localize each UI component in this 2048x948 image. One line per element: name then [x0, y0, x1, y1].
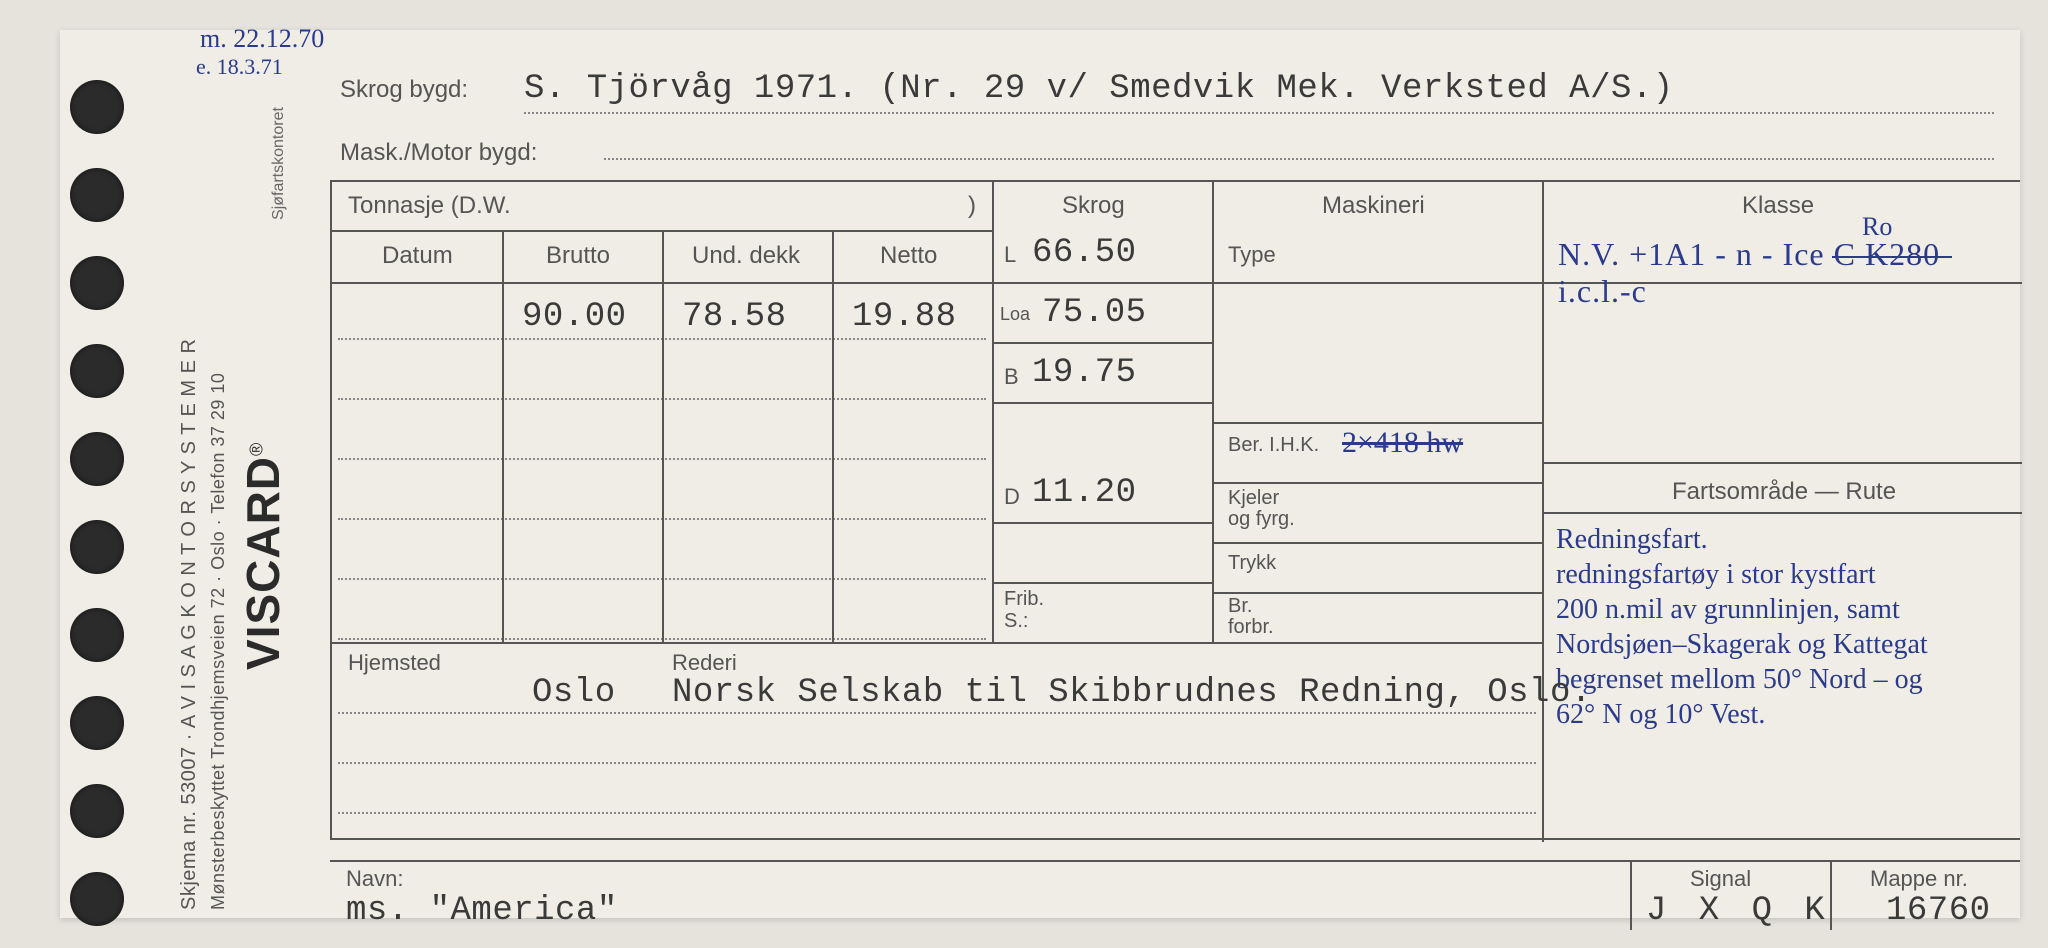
table-frame: Tonnasje (D.W. ) Skrog Maskineri Klasse … [330, 180, 2020, 840]
label-skrog-bygd: Skrog bygd: [340, 76, 520, 104]
hole-icon [70, 696, 124, 750]
row-skrog-bygd: Skrog bygd: S. Tjörvåg 1971. (Nr. 29 v/ … [340, 70, 1994, 114]
label-L: L [1004, 242, 1016, 268]
side-print-line2: Mønsterbeskyttet Trondhjemsveien 72 · Os… [208, 140, 268, 910]
handwritten-date-2: e. 18.3.71 [196, 54, 283, 80]
value-hjemsted: Oslo [532, 674, 616, 712]
header-tonnasje: Tonnasje (D.W. [348, 192, 511, 220]
header-tonnasje-close: ) [968, 192, 976, 220]
side-print-right: Sjøfartskontoret [270, 107, 288, 220]
header-klasse: Klasse [1742, 192, 1814, 220]
hole-icon [70, 344, 124, 398]
value-ber-ihk: 2×418 hw [1342, 426, 1463, 460]
value-klasse: N.V. +1A1 - n - Ice C K280 i.c.l.-c [1558, 236, 2020, 310]
hole-icon [70, 520, 124, 574]
label-ber-ihk: Ber. I.H.K. [1228, 434, 1319, 457]
label-motor-bygd: Mask./Motor bygd: [340, 139, 600, 167]
label-trykk: Trykk [1228, 552, 1276, 575]
hole-icon [70, 168, 124, 222]
content-area: m. 22.12.70 e. 18.3.71 Skrog bygd: S. Tj… [320, 30, 2020, 918]
header-und-dekk: Und. dekk [692, 242, 800, 270]
header-maskineri: Maskineri [1322, 192, 1425, 220]
value-B: 19.75 [1032, 354, 1137, 392]
value-signal: J X Q K [1646, 892, 1831, 930]
hole-icon [70, 608, 124, 662]
value-skrog-bygd: S. Tjörvåg 1971. (Nr. 29 v/ Smedvik Mek.… [524, 70, 1994, 114]
hole-icon [70, 432, 124, 486]
hole-icon [70, 256, 124, 310]
label-signal: Signal [1690, 866, 1751, 892]
label-D: D [1004, 484, 1020, 510]
header-skrog: Skrog [1062, 192, 1125, 220]
handwritten-date-1: m. 22.12.70 [200, 24, 324, 54]
bottom-strip: Navn: ms. "America" Signal J X Q K Mappe… [330, 860, 2020, 930]
value-netto: 19.88 [852, 298, 957, 336]
label-frib: Frib. S.: [1004, 588, 1044, 632]
row-motor-bygd: Mask./Motor bygd: [340, 130, 1994, 167]
value-fartsomrade: Redningsfart. redningsfartøy i stor kyst… [1556, 522, 2026, 732]
label-br-forbr: Br. forbr. [1228, 596, 1274, 638]
value-navn: ms. "America" [346, 892, 618, 930]
header-brutto: Brutto [546, 242, 610, 270]
value-rederi: Norsk Selskab til Skibbrudnes Redning, O… [672, 674, 1592, 712]
value-loa: 75.05 [1042, 294, 1147, 332]
value-D: 11.20 [1032, 474, 1137, 512]
value-motor-bygd [604, 130, 1994, 160]
hole-icon [70, 784, 124, 838]
value-und-dekk: 78.58 [682, 298, 787, 336]
punch-holes [30, 30, 150, 918]
label-fartsomrade: Fartsområde — Rute [1672, 478, 1896, 506]
label-loa: Loa [1000, 304, 1030, 325]
index-card: VISCARD® Skjema nr. 53007 · A V I S A G … [60, 30, 2020, 918]
header-netto: Netto [880, 242, 937, 270]
value-brutto: 90.00 [522, 298, 627, 336]
strike-klasse [1832, 256, 1952, 258]
label-rederi: Rederi [672, 650, 737, 676]
label-kjeler: Kjeler og fyrg. [1228, 488, 1295, 530]
label-B: B [1004, 364, 1019, 390]
label-hjemsted: Hjemsted [348, 650, 441, 676]
value-klasse-overwrite: Ro [1862, 212, 1892, 242]
value-L: 66.50 [1032, 234, 1137, 272]
label-navn: Navn: [346, 866, 403, 892]
hole-icon [70, 872, 124, 926]
header-datum: Datum [382, 242, 453, 270]
label-type: Type [1228, 242, 1276, 268]
hole-icon [70, 80, 124, 134]
value-mappe: 16760 [1886, 892, 1991, 930]
label-mappe: Mappe nr. [1870, 866, 1968, 892]
